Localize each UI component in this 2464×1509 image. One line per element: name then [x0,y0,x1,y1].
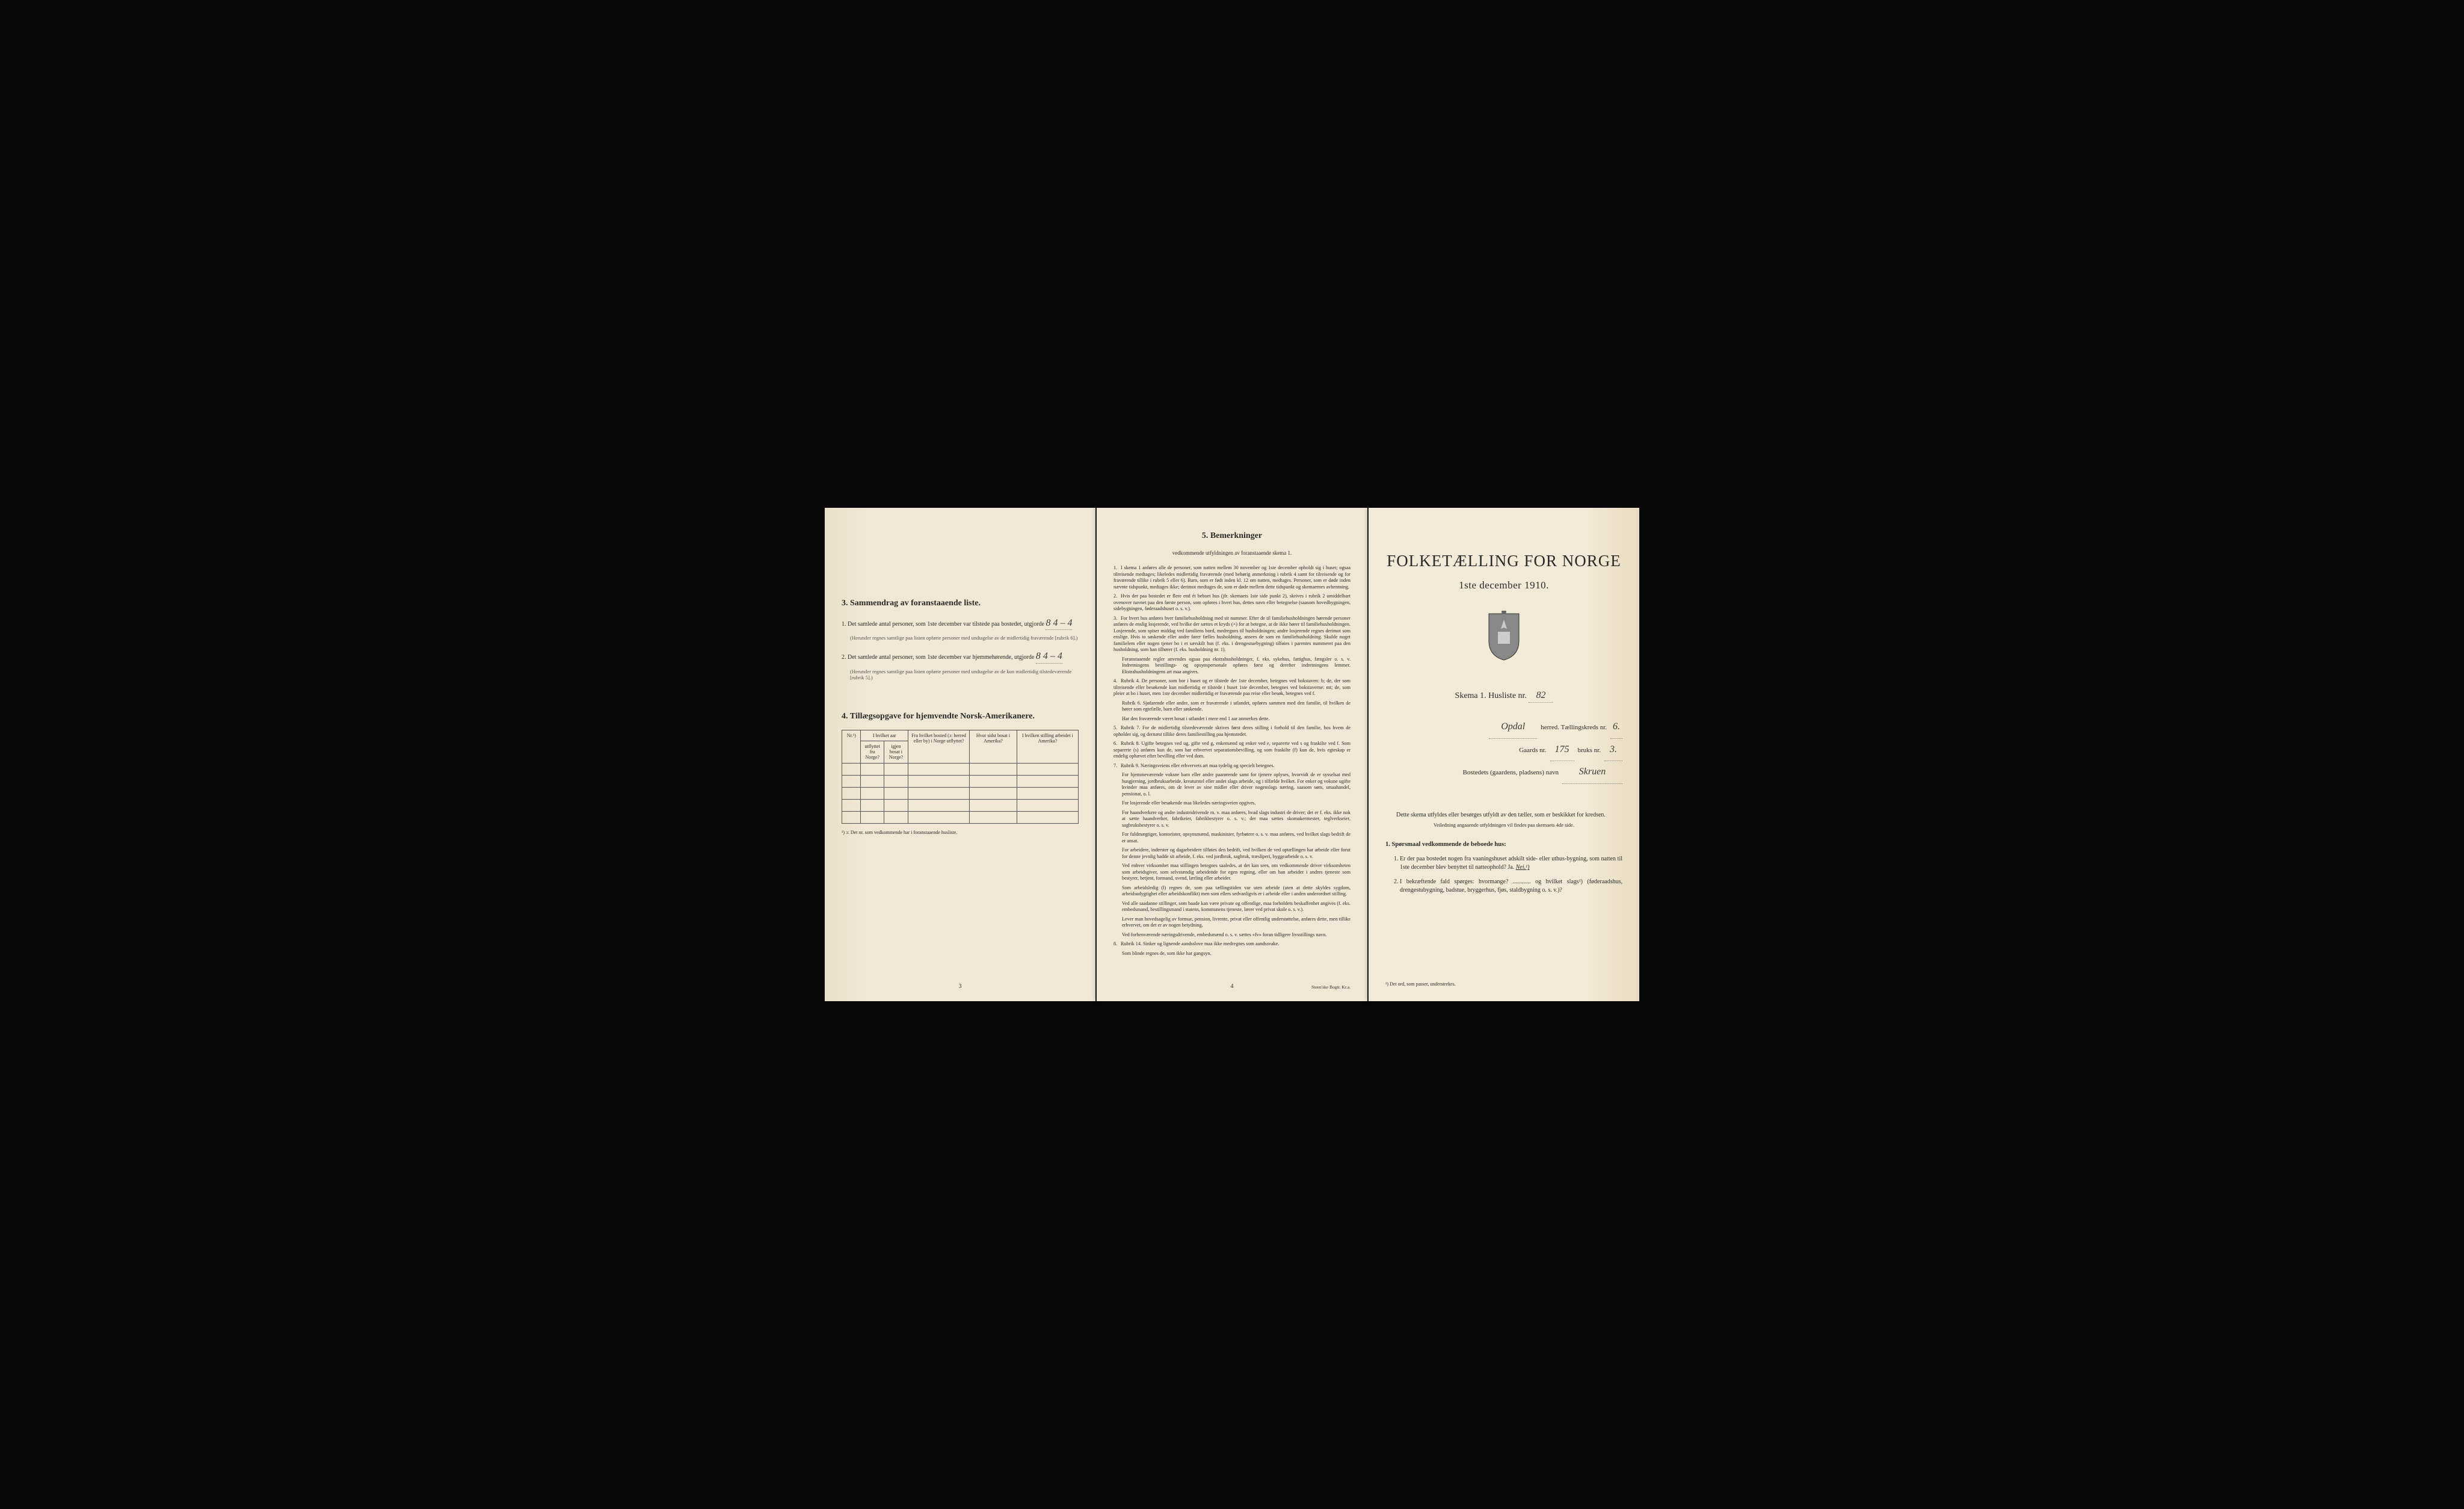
item2-value: 8 4 – 4 [1036,650,1062,664]
r4-text: Rubrik 4. De personer, som bor i huset o… [1113,678,1351,696]
q2-text: I bekræftende fald spørges: hvormange? .… [1400,878,1622,893]
table-row [842,787,1079,799]
q1-text: Er der paa bostedet nogen fra vaaningshu… [1400,856,1622,871]
item2-text: 2. Det samlede antal personer, som 1ste … [842,654,1034,661]
col-a1: utflyttet fra Norge? [861,741,884,764]
r2-text: Hvis der paa bostedet er flere end ét be… [1113,593,1351,611]
remarks-heading: 5. Bemerkninger [1113,531,1351,542]
q1-nei: Nei.¹) [1516,864,1530,871]
header-fields: Opdal herred. Tællingskreds nr. 6. Gaard… [1385,716,1622,784]
page-4-middle: 5. Bemerkninger vedkommende utfyldningen… [1097,508,1367,1001]
r3b-text: Foranstaaende regler anvendes ogsaa paa … [1122,656,1351,676]
page3-footnote: ¹) Det ord, som passer, understrekes. [1385,981,1622,988]
summary-item-2: 2. Det samlede antal personer, som 1ste … [842,650,1079,664]
r7c-text: For losjerende eller besøkende maa likel… [1122,800,1351,807]
section4-heading: 4. Tillægsopgave for hjemvendte Norsk-Am… [842,711,1079,723]
herred-value: Opdal [1489,716,1537,739]
r3-text: For hvert hus anføres hver familiehushol… [1113,616,1351,653]
r8b-text: Som blinde regnes de, som ikke har gangs… [1122,951,1351,957]
page-1-title: FOLKETÆLLING FOR NORGE 1ste december 191… [1369,508,1639,1001]
question-2: I bekræftende fald spørges: hvormange? .… [1400,878,1622,895]
printer-mark: Steen'ske Bogtr. Kr.a. [1311,984,1351,990]
col-year-group: I hvilket aar [861,730,908,741]
r7i-text: Ved alle saadanne stillinger, som baade … [1122,901,1351,913]
bruks-label: bruks nr. [1578,743,1601,758]
husliste-nr: 82 [1529,689,1553,703]
herred-label: herred. Tællingskreds nr. [1541,720,1607,735]
instructions-block: Dette skema utfyldes eller besørges utfy… [1385,811,1622,829]
col-from: Fra hvilket bosted (ɔ: herred eller by) … [908,730,970,763]
summary-item-1: 1. Det samlede antal personer, som 1ste … [842,617,1079,631]
r7e-text: For fuldmægtiger, kontorister, opsynsmæn… [1122,832,1351,844]
item1-text: 1. Det samlede antal personer, som 1ste … [842,621,1044,628]
page-number-4: 4 [1231,983,1234,991]
col-america: Hvor sidst bosat i Amerika? [970,730,1017,763]
r7b-text: For hjemmeværende voksne barn eller andr… [1122,772,1351,797]
col-a2: igjen bosat i Norge? [884,741,908,764]
remarks-subtitle: vedkommende utfyldningen av foranstaaend… [1113,549,1351,557]
r4c-text: Har den fraværende været bosat i utlande… [1122,716,1351,723]
page-3-left: 3. Sammendrag av foranstaaende liste. 1.… [825,508,1095,1001]
census-date: 1ste december 1910. [1385,579,1622,593]
remark-3: 3.For hvert hus anføres hver familiehush… [1113,616,1351,653]
remark-7: 7.Rubrik 9. Næringsveiens eller erhverve… [1113,763,1351,770]
col-position: I hvilken stilling arbeidet i Amerika? [1017,730,1078,763]
r5-text: Rubrik 7. For de midlertidig tilstedevær… [1113,725,1351,737]
kreds-value: 6. [1610,716,1622,739]
section3-heading: 3. Sammendrag av foranstaaende liste. [842,598,1079,609]
r8-text: Rubrik 14. Sinker og lignende aandsslove… [1121,941,1279,946]
r7h-text: Som arbeidsledig (l) regnes de, som paa … [1122,885,1351,898]
table-row [842,775,1079,787]
census-title: FOLKETÆLLING FOR NORGE [1385,550,1622,572]
section-4-americans: 4. Tillægsopgave for hjemvendte Norsk-Am… [842,711,1079,836]
table-row [842,763,1079,775]
three-page-spread: 3. Sammendrag av foranstaaende liste. 1.… [825,508,1639,1001]
americans-table: Nr.¹) I hvilket aar Fra hvilket bosted (… [842,730,1079,824]
r7j-text: Lever man hovedsagelig av formue, pensio… [1122,916,1351,929]
r4b-text: Rubrik 6. Sjøfarende eller andre, som er… [1122,700,1351,713]
bosteds-value: Skruen [1562,761,1622,784]
col-nr: Nr.¹) [842,730,861,763]
remark-8: 8.Rubrik 14. Sinker og lignende aandsslo… [1113,941,1351,948]
remark-2: 2.Hvis der paa bostedet er flere end ét … [1113,593,1351,613]
r1-text: I skema 1 anføres alle de personer, som … [1113,565,1351,590]
remark-6: 6.Rubrik 8. Ugifte betegnes ved ug, gift… [1113,741,1351,760]
remark-4: 4.Rubrik 4. De personer, som bor i huset… [1113,678,1351,697]
gaards-value: 175 [1550,739,1574,762]
r7-text: Rubrik 9. Næringsveiens eller erhvervets… [1121,763,1275,768]
question-1: Er der paa bostedet nogen fra vaaningshu… [1400,855,1622,872]
instr-small: Veiledning angaaende utfyldningen vil fi… [1385,822,1622,829]
section4-footnote: ¹) ɔ: Det nr. som vedkommende har i fora… [842,830,1079,836]
questions-block: 1. Spørsmaal vedkommende de beboede hus:… [1385,841,1622,895]
table-row [842,799,1079,811]
r7f-text: For arbeidere, inderster og dagarbeidere… [1122,847,1351,860]
bosteds-label: Bostedets (gaardens, pladsens) navn [1463,765,1559,780]
item2-note: (Herunder regnes samtlige paa listen opf… [850,668,1079,681]
remark-1: 1.I skema 1 anføres alle de personer, so… [1113,565,1351,590]
skema-label: Skema 1. Husliste nr. [1455,691,1527,700]
r6-text: Rubrik 8. Ugifte betegnes ved ug, gifte … [1113,741,1351,759]
section-3-summary: 3. Sammendrag av foranstaaende liste. 1.… [842,598,1079,681]
question-heading: 1. Spørsmaal vedkommende de beboede hus: [1385,841,1506,848]
skema-line: Skema 1. Husliste nr. 82 [1385,689,1622,703]
item1-note: (Herunder regnes samtlige paa listen opf… [850,635,1079,641]
r7d-text: For haandverkere og andre industridriven… [1122,810,1351,829]
coat-of-arms-icon [1483,611,1525,662]
gaards-label: Gaards nr. [1519,743,1546,758]
remark-5: 5.Rubrik 7. For de midlertidig tilstedev… [1113,725,1351,738]
instr-lead: Dette skema utfyldes eller besørges utfy… [1385,811,1622,819]
page-number-3: 3 [959,983,962,991]
r7g-text: Ved enhver virksomhet maa stillingen bet… [1122,863,1351,882]
item1-value: 8 4 – 4 [1046,617,1072,631]
table-row [842,811,1079,823]
r7k-text: Ved forhenværende næringsdrivende, embed… [1122,932,1351,939]
bruks-value: 3. [1604,739,1622,762]
